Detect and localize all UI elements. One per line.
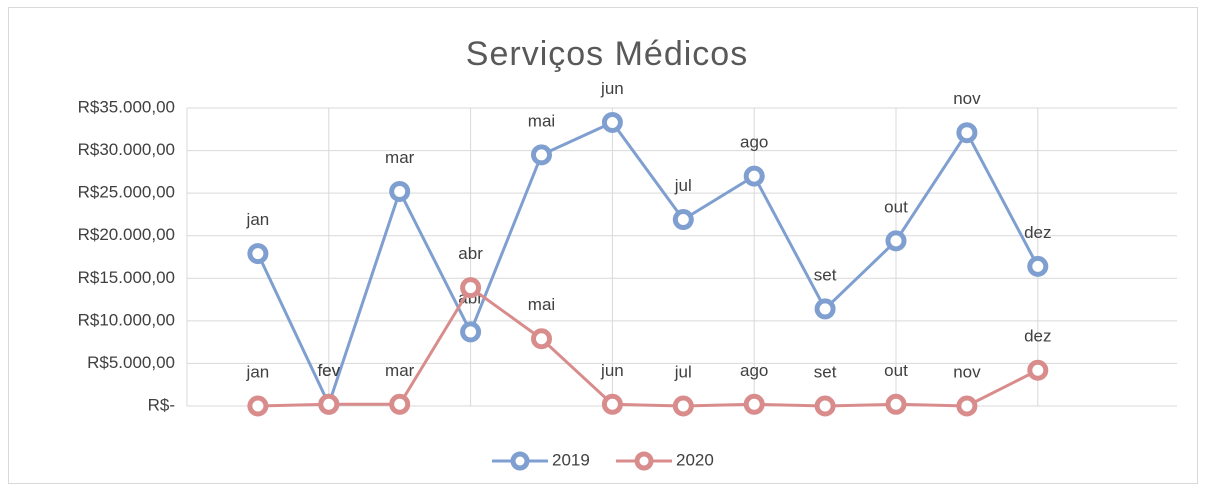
point-marker [601,111,623,133]
legend-label: 2019 [552,450,590,469]
point-marker [318,393,340,415]
point-marker [601,393,623,415]
data-label: dez [1024,327,1051,346]
data-label: ago [740,133,768,152]
data-label: nov [953,362,981,381]
legend-marker [634,451,654,471]
data-label: jul [674,176,692,195]
data-label: jan [246,362,270,381]
data-label: mar [385,361,415,380]
data-label: jul [674,362,692,381]
data-label: fev [317,361,340,380]
data-label: fev [317,361,340,380]
point-marker [885,230,907,252]
point-marker [531,144,552,166]
chart-title: Serviços Médicos [466,35,748,73]
y-tick-label: R$10.000,00 [78,310,175,329]
y-tick-label: R$5.000,00 [87,353,175,372]
data-label: out [884,361,908,380]
point-marker [460,277,482,299]
point-marker [247,243,269,265]
series-line [257,285,1039,408]
point-marker [956,122,978,144]
data-label: jan [246,210,270,229]
legend-label: 2020 [676,450,714,469]
data-label: out [884,197,908,216]
point-marker [814,298,836,320]
point-marker [531,328,552,350]
point-marker [743,393,765,415]
point-marker [956,395,978,417]
series-line [256,120,1040,409]
data-label: nov [953,89,981,108]
data-label: set [814,362,837,381]
data-label: set [814,265,837,284]
point-marker [814,395,836,417]
y-tick-label: R$15.000,00 [78,268,175,287]
point-marker [885,393,907,415]
data-label: abr [458,244,483,263]
point-marker [389,393,411,415]
data-label: jun [600,361,624,380]
point-marker [672,209,694,231]
point-marker [1027,255,1049,277]
point-marker [743,165,765,187]
y-tick-label: R$25.000,00 [78,183,175,202]
point-marker [460,321,482,343]
point-marker [672,395,694,417]
data-label: ago [740,361,768,380]
y-tick-label: R$35.000,00 [78,97,175,116]
point-marker [1027,359,1049,381]
point-marker [247,395,269,417]
y-tick-label: R$20.000,00 [78,225,175,244]
data-label: mai [528,295,555,314]
point-marker [389,180,411,202]
y-tick-label: R$30.000,00 [78,140,175,159]
legend-marker [510,451,530,471]
data-label: jun [600,79,624,98]
data-label: mar [385,148,415,167]
data-label: dez [1024,223,1051,242]
y-tick-label: R$- [148,395,175,414]
data-label: mai [528,111,555,130]
